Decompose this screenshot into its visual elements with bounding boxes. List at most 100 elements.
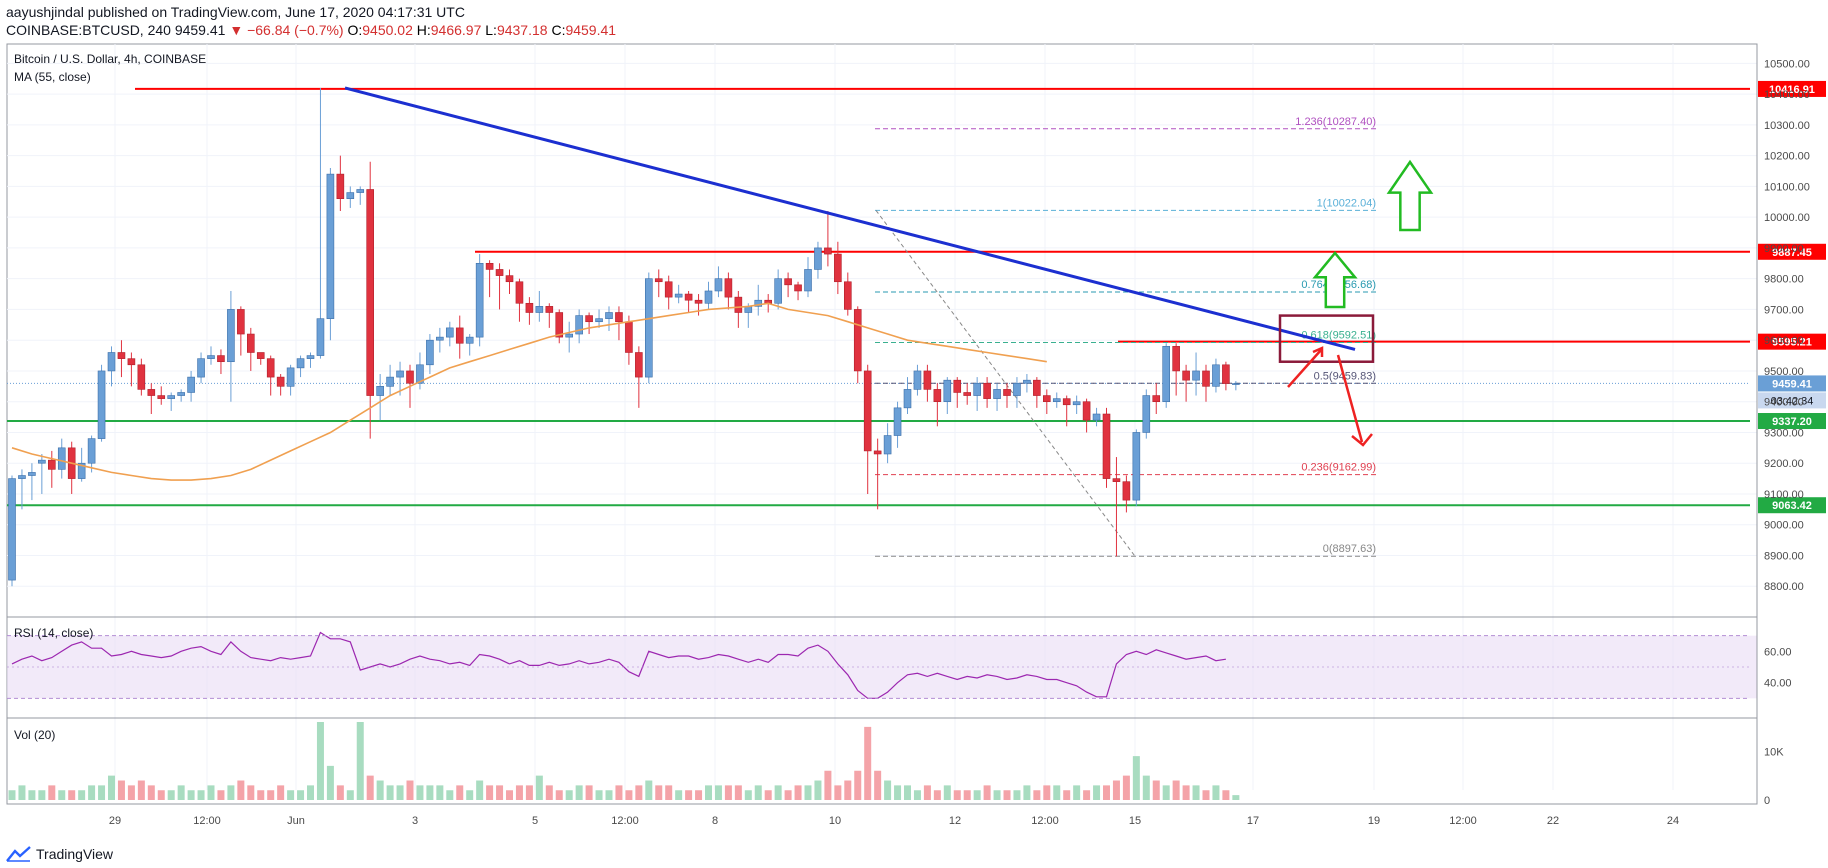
price-tick-label: 10300.00 (1764, 120, 1810, 132)
volume-bar (78, 790, 86, 800)
close-label: C: (551, 22, 566, 38)
price-tick-label: 10400.00 (1764, 89, 1810, 101)
volume-bar (1033, 790, 1041, 800)
volume-bar (724, 785, 732, 800)
volume-bar (456, 785, 464, 800)
level-tag-resistance_low (1758, 333, 1826, 350)
price-tick-label: 9800.00 (1764, 274, 1804, 286)
volume-bar (1063, 790, 1071, 800)
candle-body (774, 278, 782, 304)
fib-label: 1(10022.04) (1317, 197, 1376, 209)
volume-bars (8, 722, 1240, 800)
tradingview-logo-icon (6, 846, 31, 862)
volume-bar (913, 790, 921, 800)
volume-bar (714, 785, 722, 800)
volume-bar (1162, 785, 1170, 800)
candle-body (147, 389, 156, 396)
time-tick-label: 19 (1368, 815, 1380, 827)
candle-body (276, 376, 285, 387)
candle-body (1152, 395, 1161, 403)
volume-bar (1232, 795, 1240, 800)
volume-bar (396, 785, 404, 800)
candle-body (684, 293, 693, 301)
candle-body (625, 321, 633, 353)
candle-body (545, 306, 554, 313)
volume-bar (904, 785, 911, 800)
drawings (344, 86, 1434, 447)
open-label: O: (347, 22, 363, 38)
open-value: 9450.02 (362, 22, 413, 38)
price-tick-label: 9400.00 (1764, 397, 1804, 409)
volume-bar (1083, 790, 1091, 800)
volume-bar (117, 780, 125, 800)
candle-body (595, 318, 603, 323)
candle-body (505, 275, 514, 283)
level-tag-resistance_mid (1758, 243, 1826, 260)
fib-diagonal (875, 210, 1136, 557)
candle-body (565, 333, 574, 338)
time-tick-label: 15 (1129, 815, 1141, 827)
volume-bar (575, 785, 583, 800)
candle-body (346, 192, 355, 200)
volume-bar (784, 790, 792, 800)
volume-bar (277, 785, 285, 800)
volume-bar (535, 775, 543, 800)
arrow-down-red (1336, 354, 1373, 447)
volume-bar (1142, 775, 1150, 800)
level-tag-support_high (1758, 413, 1826, 430)
volume-bar (824, 770, 832, 800)
candle-body (734, 296, 743, 313)
volume-bar (774, 785, 782, 800)
volume-bar (267, 790, 275, 800)
fib-label: 0.618(9592.51) (1301, 329, 1376, 341)
volume-bar (595, 790, 603, 800)
volume-bar (665, 785, 673, 800)
time-tick-label: 12 (949, 815, 961, 827)
candle-body (38, 459, 46, 464)
volume-bar (68, 790, 76, 800)
candle-body (714, 278, 723, 292)
symbol: COINBASE:BTCUSD, 240 (6, 22, 171, 38)
candle-body (993, 389, 1001, 399)
rsi-line (11, 631, 1226, 699)
price-tick-label: 10000.00 (1764, 212, 1810, 224)
volume-tick-label: 10K (1764, 746, 1784, 758)
price-tick-label: 8900.00 (1764, 550, 1804, 562)
footer-brand[interactable]: TradingView (36, 846, 114, 862)
volume-bar (406, 780, 414, 800)
author-name[interactable]: aayushjindal (6, 4, 84, 20)
volume-bar (814, 780, 822, 800)
candle-body (47, 459, 56, 470)
publish-info: aayushjindal published on TradingView.co… (6, 4, 465, 20)
volume-bar (555, 790, 563, 800)
candle-body (366, 189, 375, 396)
price-tick-label: 9000.00 (1764, 520, 1804, 532)
candle-body (177, 392, 185, 396)
candle-body (266, 358, 275, 378)
price-tick-label: 9200.00 (1764, 458, 1804, 470)
candle-body (804, 269, 812, 292)
candle-body (455, 327, 464, 344)
time-tick-label: 10 (829, 815, 841, 827)
arrow-up-green-small (1312, 251, 1358, 309)
published-text: published on TradingView.com, June 17, 2… (87, 4, 465, 20)
time-tick-label: 12:00 (1449, 815, 1477, 827)
volume-bar (923, 785, 931, 800)
volume-bar (963, 790, 971, 800)
candle-body (137, 364, 146, 390)
candle-body (654, 278, 663, 283)
volume-bar (466, 790, 474, 800)
candle-body (555, 312, 564, 338)
candle-body (396, 370, 404, 378)
candle-body (1003, 389, 1011, 396)
volume-bar (326, 765, 334, 800)
candle-body (963, 392, 972, 396)
candle-body (635, 352, 643, 378)
volume-bar (287, 790, 295, 800)
candle-body (913, 370, 922, 390)
price-tick-label: 10200.00 (1764, 151, 1810, 163)
volume-bar (376, 780, 384, 800)
candle-body (824, 247, 832, 255)
price-tick-label: 8800.00 (1764, 581, 1804, 593)
